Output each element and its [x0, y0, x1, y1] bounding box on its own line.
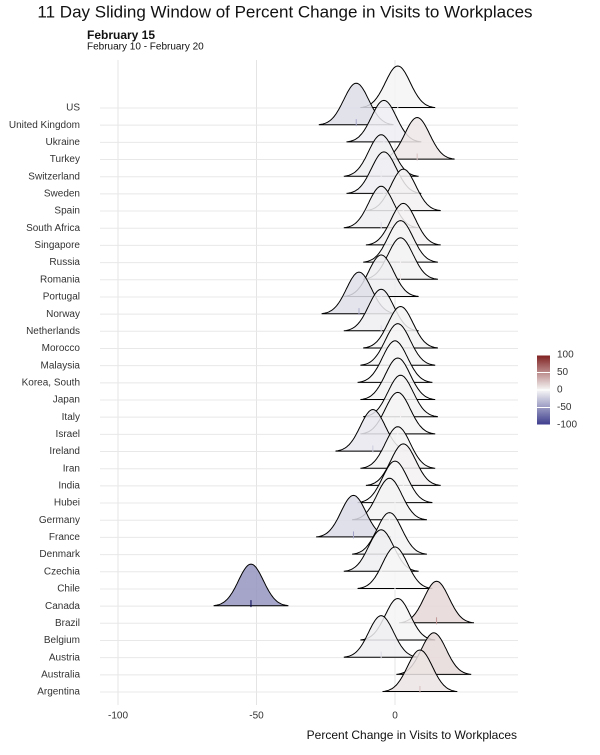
y-tick-label: Brazil — [55, 618, 80, 629]
ridge — [213, 563, 289, 607]
y-tick-label: Italy — [62, 412, 80, 423]
y-tick-label: Hubei — [54, 498, 80, 509]
ridge — [343, 615, 419, 658]
y-tick-label: Australia — [41, 669, 80, 680]
y-tick-label: Argentina — [37, 687, 80, 698]
y-tick-label: Spain — [54, 206, 80, 217]
y-tick-label: US — [66, 103, 80, 114]
x-axis-label: Percent Change in Visits to Workplaces — [307, 728, 517, 742]
y-tick-label: Singapore — [34, 240, 80, 251]
chart-title: 11 Day Sliding Window of Percent Change … — [37, 2, 532, 21]
y-tick-label: India — [58, 481, 80, 492]
y-tick-label: South Africa — [26, 223, 80, 234]
y-tick-label: Iran — [63, 463, 80, 474]
x-tick-label: -50 — [249, 711, 264, 722]
y-tick-label: Turkey — [50, 154, 80, 165]
colorbar-label: 0 — [557, 385, 563, 396]
y-tick-label: Czechia — [44, 566, 81, 577]
y-tick-label: Austria — [49, 652, 81, 663]
ridge — [357, 546, 433, 589]
y-tick-label: Morocco — [42, 343, 81, 354]
y-tick-label: Netherlands — [26, 326, 80, 337]
y-tick-label: Canada — [45, 601, 80, 612]
y-tick-label: Sweden — [44, 189, 80, 200]
ridge — [382, 649, 458, 692]
x-tick-label: -100 — [108, 711, 128, 722]
y-tick-label: United Kingdom — [9, 120, 80, 131]
x-tick-label: 0 — [392, 711, 398, 722]
y-tick-label: Chile — [57, 584, 80, 595]
y-tick-label: Korea, South — [22, 377, 80, 388]
y-tick-label: Japan — [53, 395, 80, 406]
y-tick-label: Portugal — [43, 292, 80, 303]
chart-subtitle: February 15 — [87, 28, 155, 42]
y-tick-label: Malaysia — [41, 360, 81, 371]
y-tick-label: Norway — [46, 309, 80, 320]
y-tick-label: France — [49, 532, 81, 543]
colorbar-label: 50 — [557, 367, 569, 378]
colorbar-label: 100 — [557, 350, 574, 361]
colorbar-label: -50 — [557, 402, 572, 413]
y-tick-label: Germany — [39, 515, 80, 526]
y-tick-label: Israel — [56, 429, 80, 440]
colorbar-label: -100 — [557, 420, 577, 431]
y-tick-label: Switzerland — [28, 171, 80, 182]
y-tick-label: Ukraine — [46, 137, 81, 148]
chart-caption: February 10 - February 20 — [87, 42, 204, 53]
ridge — [360, 65, 436, 108]
y-tick-label: Belgium — [44, 635, 80, 646]
y-tick-label: Denmark — [39, 549, 81, 560]
y-tick-label: Romania — [40, 274, 80, 285]
y-tick-label: Russia — [49, 257, 80, 268]
y-tick-label: Ireland — [49, 446, 80, 457]
